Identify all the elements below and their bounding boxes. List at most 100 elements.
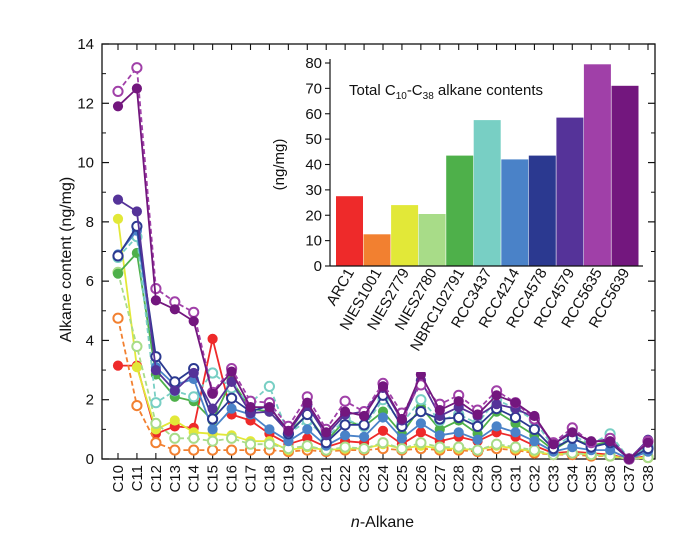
- x-tick-label: C26: [413, 465, 430, 493]
- series-point: [529, 410, 540, 422]
- x-tick-label: C16: [224, 465, 241, 493]
- series-point: [169, 432, 181, 444]
- inset-bars-group: [336, 64, 639, 266]
- x-tick-label: C36: [602, 465, 619, 493]
- series-point: [169, 385, 180, 396]
- x-tick-label: C22: [337, 465, 354, 493]
- series-point: [131, 400, 143, 412]
- x-tick-label: C24: [375, 465, 392, 493]
- inset-title: Total C10-C38 alkane contents: [349, 82, 543, 102]
- x-tick-label: C23: [356, 465, 373, 493]
- series-point: [302, 424, 313, 435]
- series-point: [415, 418, 426, 429]
- series-point: [472, 434, 483, 445]
- series-point: [377, 412, 389, 423]
- inset-title-sub1: 10: [396, 91, 408, 102]
- x-tick-label: C37: [621, 465, 638, 493]
- series-point: [510, 397, 521, 408]
- series-point: [509, 411, 522, 424]
- inset-bar: [391, 205, 419, 266]
- series-point: [548, 439, 559, 450]
- x-tick-label: C10: [110, 465, 127, 493]
- series-point: [396, 413, 407, 425]
- series-point: [263, 438, 275, 450]
- series-point: [226, 392, 238, 404]
- series-point: [150, 295, 161, 306]
- inset-bar: [501, 159, 529, 266]
- series-point: [131, 83, 142, 94]
- series-point: [453, 441, 465, 453]
- x-tick-label: C28: [451, 465, 468, 493]
- series-point: [169, 376, 181, 388]
- x-tick-label: C25: [394, 465, 411, 493]
- series-point: [358, 419, 370, 431]
- series-point: [112, 194, 124, 205]
- series-point: [207, 444, 219, 456]
- inset-bar: [528, 155, 556, 266]
- series-point: [169, 415, 180, 426]
- series-point: [112, 268, 124, 279]
- inset-bar: [363, 234, 391, 266]
- series-point: [528, 423, 541, 435]
- series-point: [245, 402, 256, 413]
- series-point: [283, 425, 294, 436]
- inset-title-mid: -C: [407, 82, 423, 99]
- series-point: [264, 402, 275, 413]
- series-point: [112, 312, 124, 324]
- x-tick-label: C13: [167, 465, 184, 493]
- series-point: [339, 419, 351, 431]
- y-tick-label: 12: [77, 95, 94, 112]
- inset-y-axis-label: (ng/mg): [271, 139, 288, 191]
- series-point: [396, 433, 407, 444]
- y-tick-label: 8: [86, 214, 94, 231]
- y-tick-label: 10: [77, 155, 94, 172]
- series-point: [150, 397, 162, 409]
- series-point: [453, 427, 464, 438]
- series-point: [150, 417, 162, 429]
- series-point: [359, 431, 370, 442]
- series-point: [528, 444, 541, 456]
- series-point: [510, 427, 521, 438]
- series-point: [131, 206, 142, 217]
- series-point: [112, 101, 124, 112]
- series-point: [226, 366, 237, 377]
- main-y-ticks: 0 2 4 6 8 10 12 14: [77, 36, 655, 468]
- x-tick-label: C17: [243, 465, 260, 493]
- series-point: [491, 399, 502, 410]
- series-point: [188, 367, 199, 379]
- series-point: [491, 390, 502, 401]
- x-tick-label: C30: [489, 465, 506, 493]
- inset-y-ticks: 0 10 20 30 40 50 60 70 80: [305, 55, 330, 275]
- series-point: [188, 444, 200, 456]
- series-point: [112, 213, 124, 224]
- x-tick-label: C29: [470, 465, 487, 493]
- x-tick-label: C31: [508, 465, 525, 493]
- x-tick-label: C34: [564, 465, 581, 493]
- inset-bar: [418, 214, 446, 266]
- series-point: [188, 316, 199, 327]
- inset-title-prefix: Total C: [349, 82, 396, 99]
- series-point: [339, 395, 351, 407]
- inset-title-suffix: alkane contents: [434, 82, 543, 99]
- series-point: [359, 410, 370, 422]
- y-tick-label: 6: [86, 273, 94, 290]
- series-point: [131, 220, 143, 232]
- x-tick-label: C35: [583, 465, 600, 493]
- series-point: [567, 427, 578, 438]
- series-point: [150, 365, 161, 376]
- y-tick-label: 4: [86, 332, 94, 349]
- series-point: [377, 437, 389, 449]
- inset-bar: [556, 117, 584, 266]
- series-point: [377, 381, 389, 392]
- series-point: [434, 441, 446, 453]
- inset-bar: [583, 64, 611, 266]
- inset-bar: [336, 196, 363, 266]
- series-point: [264, 424, 275, 435]
- series-point: [491, 438, 503, 450]
- x-tick-label: C27: [432, 465, 449, 493]
- series-line: [117, 272, 649, 460]
- series-point: [207, 413, 219, 425]
- inset-title-sub2: 38: [423, 91, 435, 102]
